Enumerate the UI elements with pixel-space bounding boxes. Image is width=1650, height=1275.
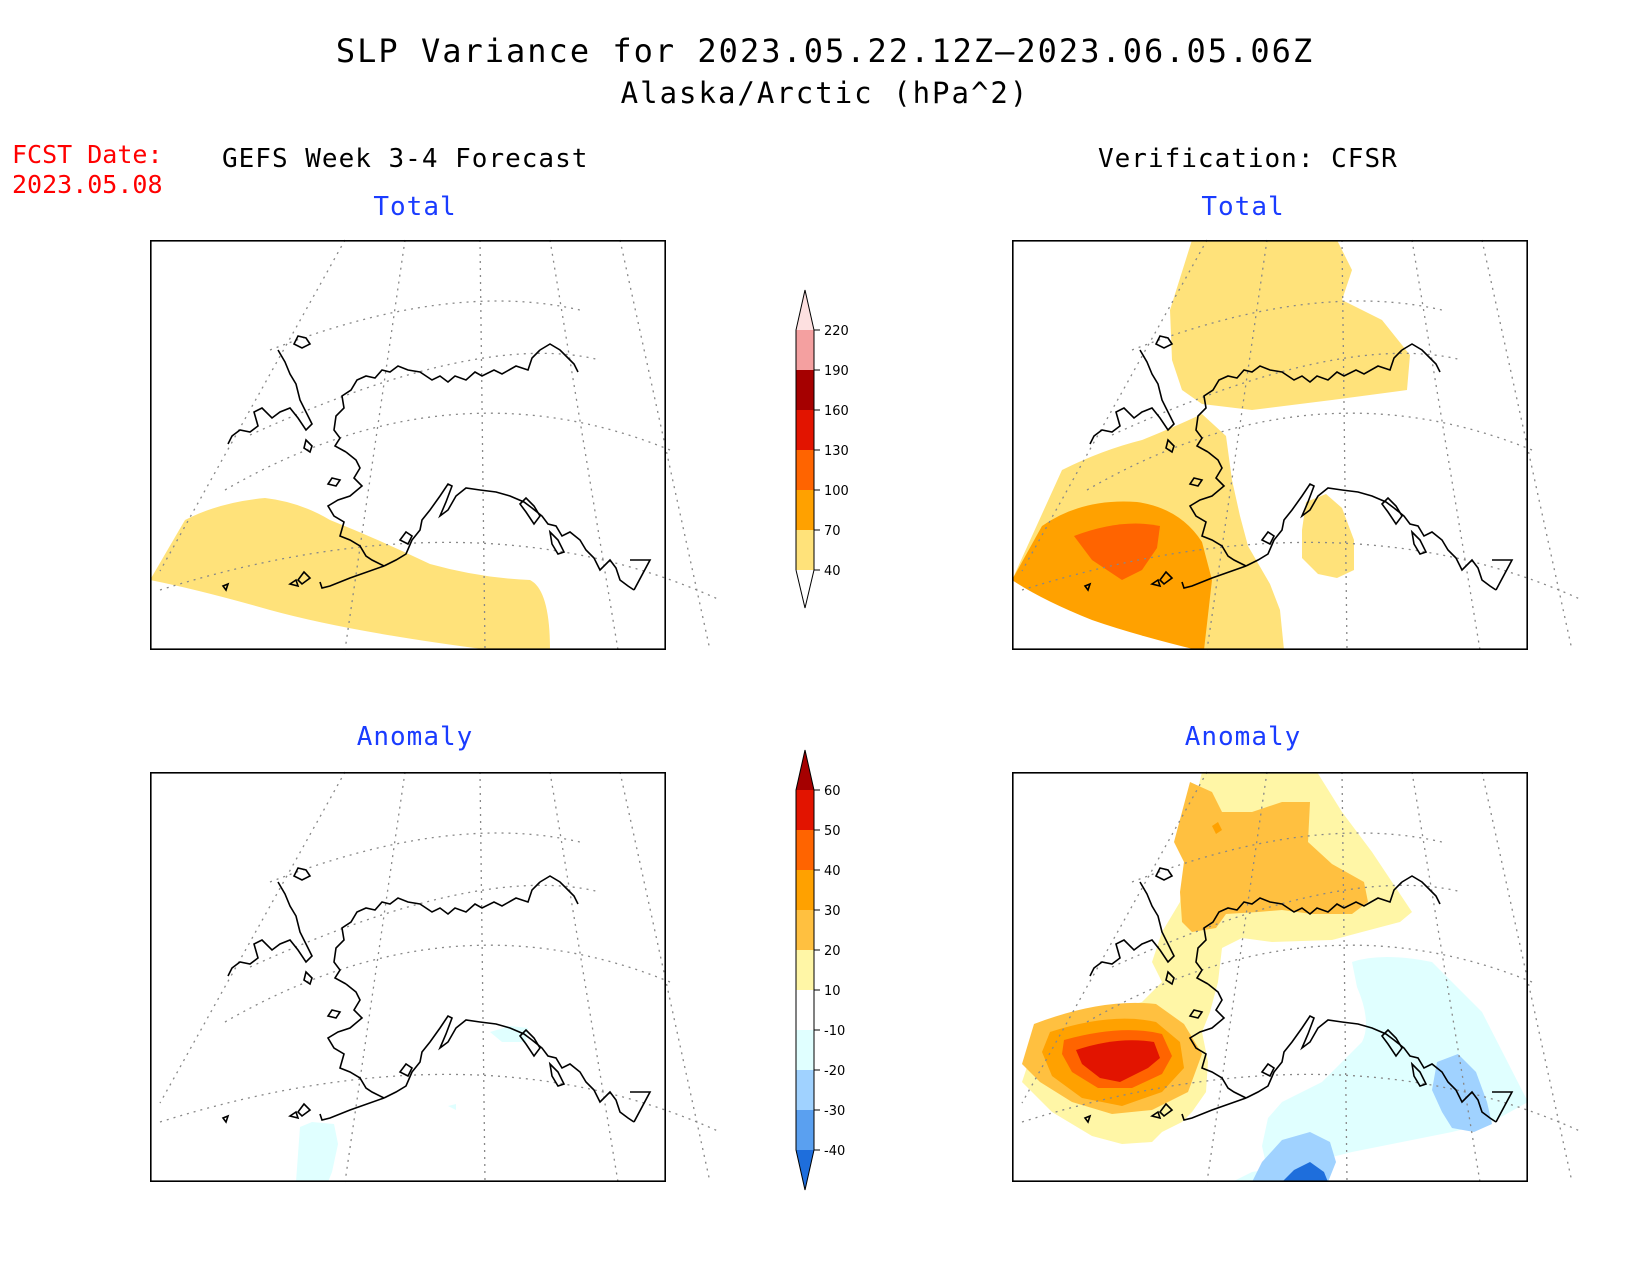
verification-total-map [1012, 239, 1583, 651]
variance-40-70-area [150, 498, 550, 650]
colorbar-tick-label: 130 [824, 444, 849, 459]
forecast-date: FCST Date: 2023.05.08 [12, 140, 163, 200]
colorbar-box [796, 750, 814, 790]
colorbar-tick-label: 40 [824, 864, 841, 879]
colorbar-box [796, 410, 814, 450]
variance-70-100-area [1012, 501, 1212, 650]
colorbar-box [796, 290, 814, 330]
colorbar-tick-label: -20 [824, 1064, 845, 1079]
forecast-total-label: Total [373, 192, 457, 222]
map-title: SLP Variance for 2023.05.22.12Z—2023.06.… [335, 32, 1315, 70]
forecast-date-label: FCST Date: [12, 140, 163, 169]
colorbar-tick-label: 60 [824, 784, 841, 799]
colorbar-box [796, 790, 814, 830]
variance-100-130-area [1074, 523, 1160, 580]
anomaly-50-60-area [1076, 1040, 1160, 1082]
colorbar-box [796, 1030, 814, 1070]
map-subtitle: Alaska/Arctic (hPa^2) [620, 76, 1030, 110]
colorbar-tick-label: 70 [824, 524, 841, 539]
colorbar-box [796, 450, 814, 490]
colorbar-tick-label: -30 [824, 1104, 845, 1119]
verification-anomaly-map [1012, 771, 1583, 1183]
colorbar-box [796, 490, 814, 530]
forecast-total-map [150, 239, 721, 651]
forecast-date-value: 2023.05.08 [12, 170, 163, 199]
colorbar-tick-label: 10 [824, 984, 841, 999]
colorbar-tick-label: -10 [824, 1024, 845, 1039]
colorbar-box [796, 330, 814, 370]
forecast-column-heading: GEFS Week 3-4 Forecast [222, 144, 589, 174]
colorbar-tick-label: 100 [824, 484, 849, 499]
colorbar-box [796, 1070, 814, 1110]
anomaly-neg10-neg20-area [296, 1026, 528, 1182]
colorbar-tick-label: 30 [824, 904, 841, 919]
colorbar-tick-label: 190 [824, 364, 849, 379]
anomaly-colorbar: 60 50 40 30 20 10 -10 -20 -30 -40 [795, 749, 845, 1191]
verification-anomaly-label: Anomaly [1184, 722, 1302, 752]
colorbar-box [796, 1150, 814, 1190]
forecast-anomaly-map [150, 771, 721, 1183]
colorbar-tick-label: 160 [824, 404, 849, 419]
verification-column-heading: Verification: CFSR [1098, 144, 1398, 174]
colorbar-tick-label: -40 [824, 1144, 845, 1159]
colorbar-tick-label: 220 [824, 324, 849, 339]
colorbar-box [796, 530, 814, 570]
colorbar-below-min [795, 569, 815, 609]
colorbar-box [796, 1110, 814, 1150]
verification-total-label: Total [1201, 192, 1285, 222]
colorbar-box [796, 950, 814, 990]
colorbar-box [796, 370, 814, 410]
colorbar-box [796, 990, 814, 1030]
total-colorbar: 40 70 100 130 160 190 220 [795, 289, 849, 609]
colorbar-box [796, 830, 814, 870]
colorbar-box [796, 910, 814, 950]
colorbar-tick-label: 50 [824, 824, 841, 839]
colorbar-tick-label: 40 [824, 564, 841, 579]
anomaly-neg30-neg40-area [1282, 1162, 1328, 1182]
colorbar-tick-label: 20 [824, 944, 841, 959]
forecast-anomaly-label: Anomaly [356, 722, 474, 752]
colorbar-box [796, 870, 814, 910]
